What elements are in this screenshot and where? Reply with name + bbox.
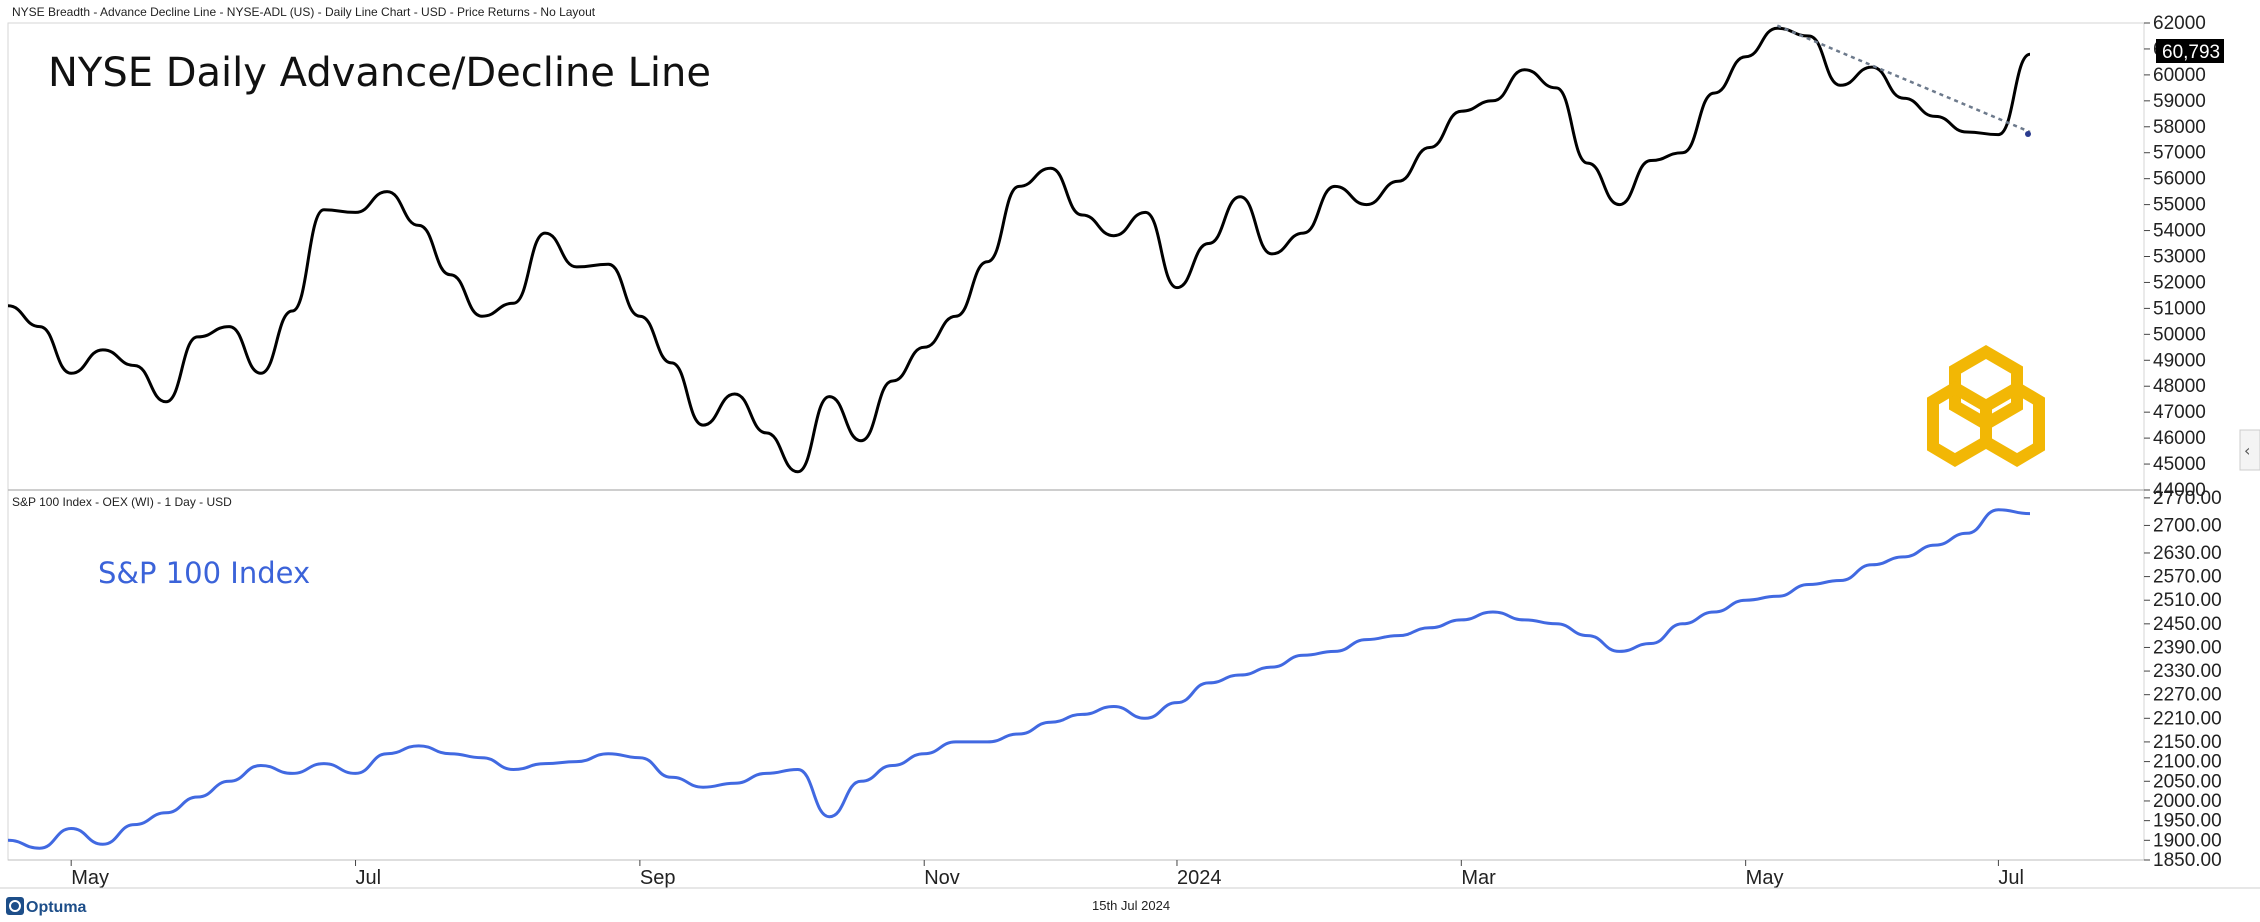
adl-y-tick-label: 60000 — [2153, 65, 2206, 86]
adl-y-tick-label: 47000 — [2153, 402, 2206, 423]
sp-y-tick-label: 2700.00 — [2153, 515, 2222, 536]
x-axis: May Jul Sep Nov 2024 Mar May Jul — [70, 860, 2024, 889]
sp-title: S&P 100 Index — [98, 556, 310, 590]
lower-caption: S&P 100 Index - OEX (WI) - 1 Day - USD — [12, 495, 232, 509]
sp-y-tick-label: 2150.00 — [2153, 732, 2222, 753]
x-tick-label: Mar — [1461, 867, 1496, 889]
sp-y-tick-label: 2270.00 — [2153, 685, 2222, 706]
footer-date: 15th Jul 2024 — [1092, 898, 1170, 913]
adl-y-tick-label: 48000 — [2153, 376, 2206, 397]
adl-y-tick-label: 58000 — [2153, 117, 2206, 138]
adl-y-tick-label: 59000 — [2153, 91, 2206, 112]
collapse-tab[interactable] — [2239, 429, 2260, 471]
chevron-left-icon[interactable]: ‹ — [2244, 441, 2250, 460]
adl-title: NYSE Daily Advance/Decline Line — [48, 50, 711, 96]
adl-y-tick-label: 57000 — [2153, 143, 2206, 164]
sp-y-tick-label: 2330.00 — [2153, 661, 2222, 682]
adl-y-tick-label: 49000 — [2153, 350, 2206, 371]
sp-y-tick-label: 1900.00 — [2153, 830, 2222, 851]
x-tick-label: Jul — [356, 867, 382, 889]
adl-plot — [7, 24, 2031, 474]
sp-y-tick-label: 2770.00 — [2153, 488, 2222, 509]
sp-y-tick-label: 2570.00 — [2153, 567, 2222, 588]
adl-y-tick-label: 52000 — [2153, 272, 2206, 293]
x-tick-label: Sep — [640, 867, 676, 889]
adl-y-tick-label: 50000 — [2153, 324, 2206, 345]
optuma-logo-icon — [6, 897, 24, 915]
sp-y-tick-label: 2390.00 — [2153, 637, 2222, 658]
x-tick-label: 2024 — [1177, 867, 1222, 889]
last-value-label: 60,793 — [2162, 42, 2220, 63]
adl-y-tick-label: 53000 — [2153, 247, 2206, 268]
adl-y-tick-label: 54000 — [2153, 221, 2206, 242]
x-tick-label: May — [71, 867, 109, 889]
sp-plot — [7, 508, 2031, 850]
trendline — [1776, 24, 2031, 134]
sp-y-tick-label: 2510.00 — [2153, 590, 2222, 611]
sp-y-tick-label: 2630.00 — [2153, 543, 2222, 564]
sp-y-tick-label: 2210.00 — [2153, 708, 2222, 729]
x-tick-label: Nov — [924, 867, 960, 889]
x-tick-label: May — [1746, 867, 1784, 889]
trendline-anchor — [2025, 130, 2031, 137]
x-tick-label: Jul — [1998, 867, 2024, 889]
top-caption: NYSE Breadth - Advance Decline Line - NY… — [12, 5, 596, 19]
sp-y-tick-label: 2050.00 — [2153, 771, 2222, 792]
adl-y-tick-label: 51000 — [2153, 298, 2206, 319]
adl-y-tick-label: 44000 — [2153, 480, 2206, 501]
sp-y-tick-label: 1950.00 — [2153, 811, 2222, 832]
sp-y-tick-label: 2000.00 — [2153, 791, 2222, 812]
last-value-badge — [2156, 39, 2224, 63]
adl-series-line — [7, 26, 2031, 474]
adl-y-tick-label: 45000 — [2153, 454, 2206, 475]
adl-y-tick-label: 56000 — [2153, 169, 2206, 190]
hexagon-knot-logo-icon — [1927, 345, 2045, 467]
sp-y-tick-label: 2450.00 — [2153, 614, 2222, 635]
sp-y-tick-label: 2100.00 — [2153, 752, 2222, 773]
sp-series-line — [7, 508, 2031, 850]
adl-y-tick-label: 62000 — [2153, 13, 2206, 34]
adl-y-tick-label: 46000 — [2153, 428, 2206, 449]
brand-label: Optuma — [26, 899, 87, 916]
sp-y-tick-label: 1850.00 — [2153, 850, 2222, 871]
adl-y-tick-label: 55000 — [2153, 195, 2206, 216]
